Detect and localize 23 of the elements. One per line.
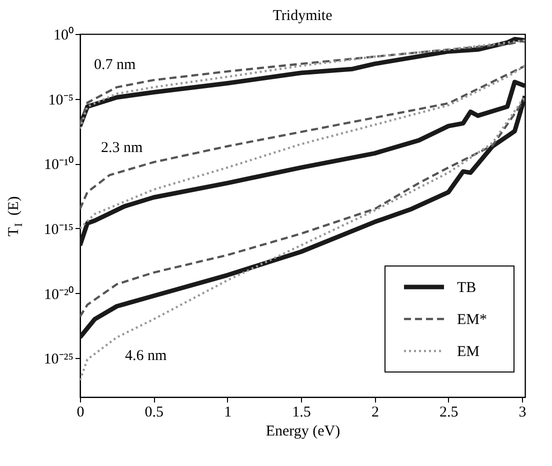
legend-label: EM — [457, 344, 480, 360]
y-tick-label: 10⁻²⁵ — [44, 352, 74, 368]
legend-label: EM* — [457, 312, 487, 328]
y-tick-label: 10⁻¹⁵ — [44, 222, 74, 238]
x-tick-label: 0.5 — [144, 404, 164, 420]
legend-label: TB — [457, 280, 476, 296]
line-series — [80, 80, 525, 248]
y-tick-label: 10⁰ — [54, 26, 74, 44]
x-axis-title: Energy (eV) — [266, 424, 340, 440]
x-tick-label: 3 — [518, 404, 526, 420]
y-tick-label: 10⁻⁵ — [48, 92, 74, 108]
y-axis-title: TI (E) — [6, 196, 25, 236]
y-tick-label: 10⁻²⁰ — [44, 286, 74, 303]
x-tick-label: 2 — [371, 404, 379, 420]
x-tick-label: 1.5 — [292, 404, 311, 420]
x-tick-label: 1 — [224, 404, 232, 420]
annotation: 4.6 nm — [125, 348, 167, 364]
annotation: 2.3 nm — [101, 140, 143, 156]
x-tick-label: 2.5 — [440, 404, 458, 420]
chart-title: Tridymite — [272, 8, 333, 24]
annotation: 0.7 nm — [94, 57, 136, 73]
x-tick-label: 0 — [76, 404, 84, 420]
y-tick-label: 10⁻¹⁰ — [44, 156, 74, 174]
